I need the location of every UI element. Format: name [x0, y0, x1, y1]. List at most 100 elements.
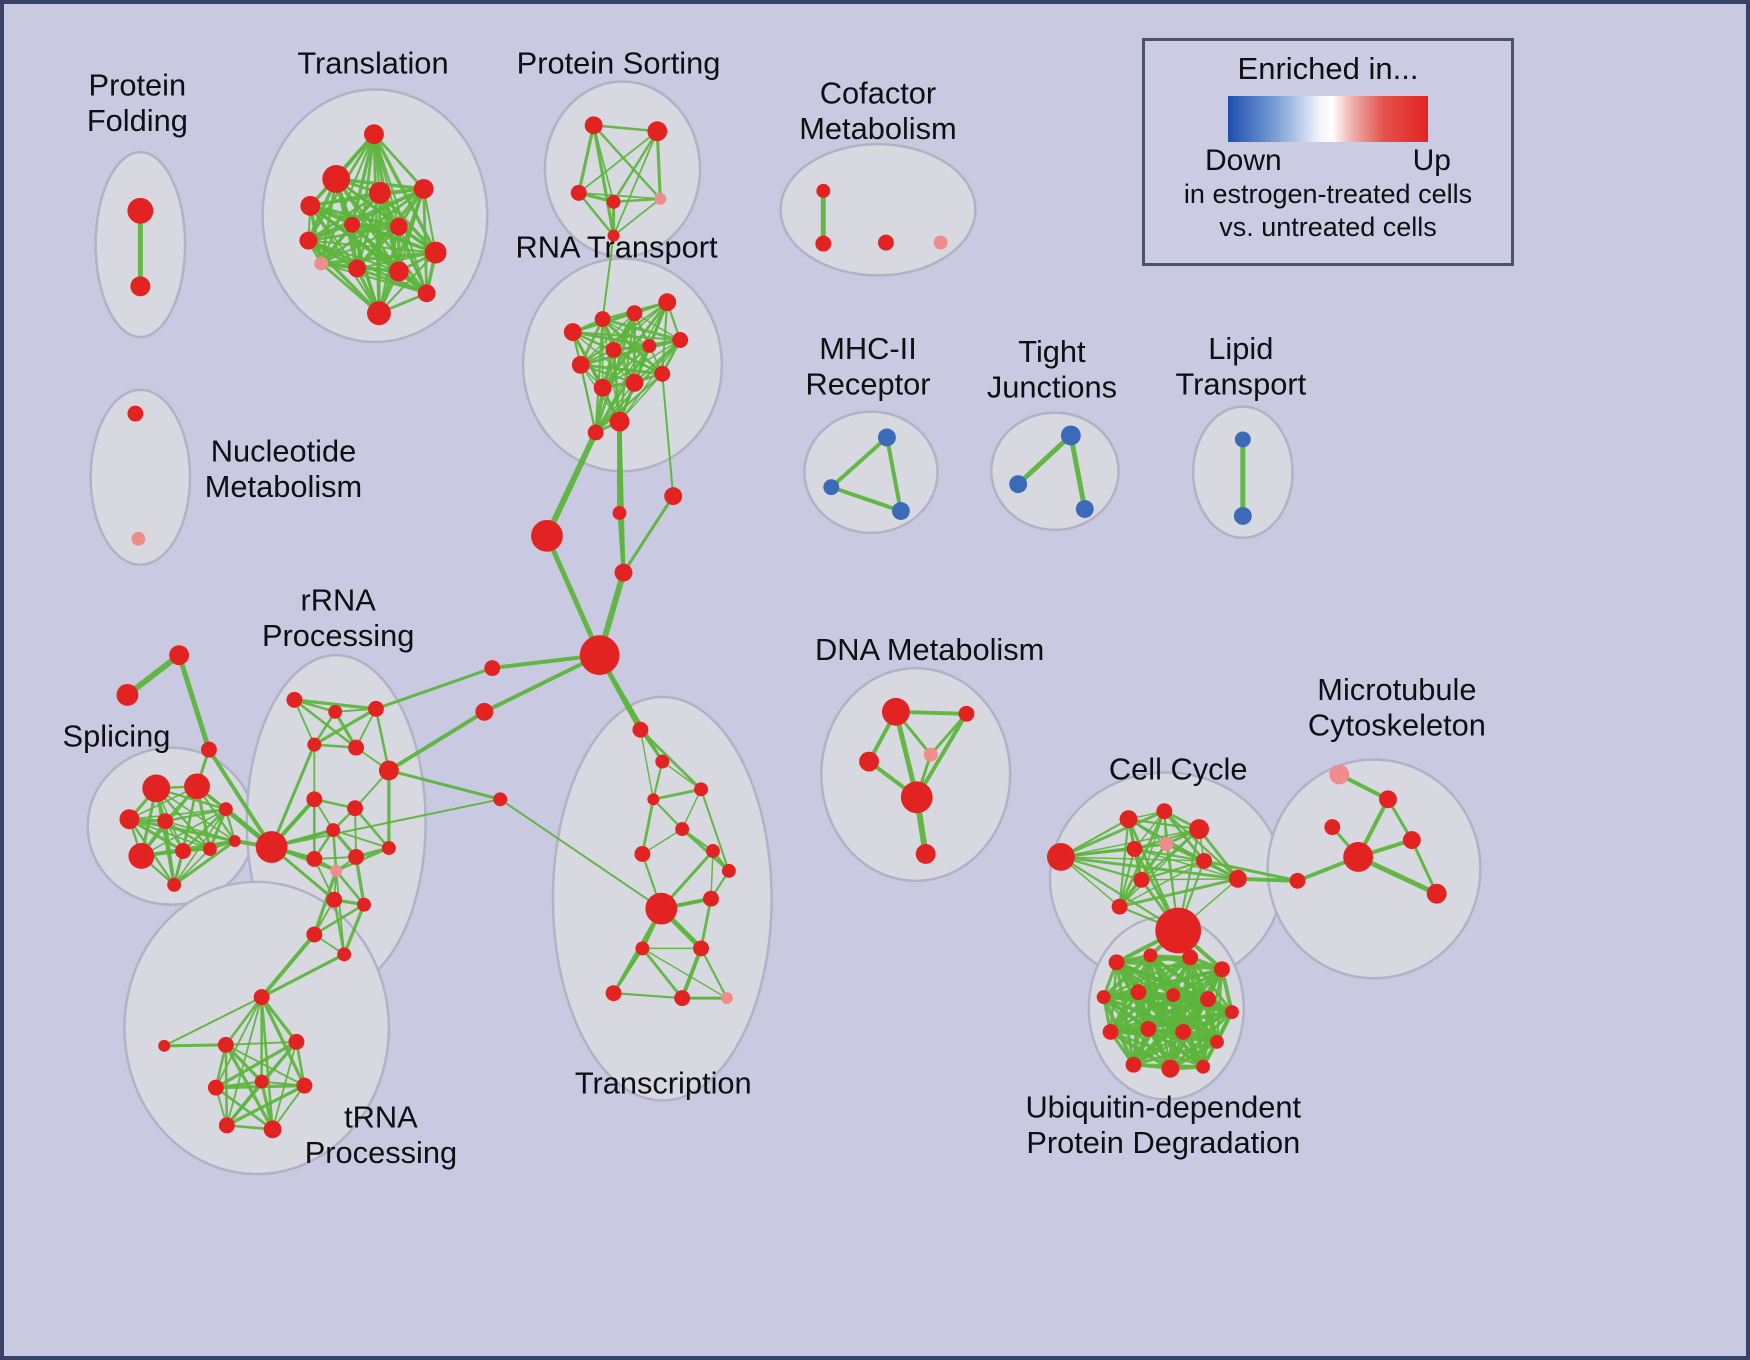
- node[interactable]: [877, 234, 894, 251]
- node[interactable]: [348, 739, 365, 756]
- node[interactable]: [654, 192, 667, 205]
- node[interactable]: [626, 305, 643, 322]
- node[interactable]: [1329, 764, 1350, 785]
- node[interactable]: [1009, 475, 1028, 494]
- node[interactable]: [169, 645, 190, 666]
- node[interactable]: [606, 194, 621, 209]
- node[interactable]: [300, 195, 321, 216]
- node[interactable]: [607, 229, 620, 242]
- node[interactable]: [306, 926, 323, 943]
- node[interactable]: [1196, 852, 1213, 869]
- node[interactable]: [720, 992, 733, 1005]
- node[interactable]: [674, 990, 691, 1007]
- node[interactable]: [413, 178, 434, 199]
- node[interactable]: [348, 259, 367, 278]
- node[interactable]: [1233, 507, 1252, 525]
- node[interactable]: [142, 774, 171, 803]
- node[interactable]: [891, 502, 910, 520]
- node[interactable]: [1130, 984, 1147, 1001]
- node[interactable]: [130, 276, 151, 297]
- node[interactable]: [200, 741, 217, 758]
- node[interactable]: [647, 121, 668, 142]
- node[interactable]: [1159, 837, 1174, 851]
- node[interactable]: [306, 850, 323, 867]
- node[interactable]: [823, 479, 840, 496]
- node[interactable]: [664, 487, 683, 506]
- node[interactable]: [923, 747, 938, 762]
- node[interactable]: [127, 405, 144, 422]
- node[interactable]: [127, 197, 154, 224]
- node[interactable]: [217, 1036, 234, 1053]
- node[interactable]: [587, 424, 604, 441]
- node[interactable]: [654, 365, 671, 382]
- node[interactable]: [635, 941, 650, 956]
- node[interactable]: [570, 184, 587, 201]
- node[interactable]: [1402, 831, 1421, 849]
- node[interactable]: [1060, 425, 1081, 446]
- node[interactable]: [933, 235, 948, 250]
- node[interactable]: [614, 563, 633, 582]
- node[interactable]: [1210, 1034, 1224, 1049]
- node[interactable]: [128, 843, 155, 869]
- node[interactable]: [218, 802, 233, 817]
- node[interactable]: [958, 705, 975, 722]
- node[interactable]: [632, 721, 649, 738]
- node[interactable]: [1119, 810, 1138, 829]
- node[interactable]: [314, 256, 329, 271]
- node[interactable]: [594, 311, 611, 328]
- node[interactable]: [116, 683, 139, 706]
- node[interactable]: [1213, 961, 1230, 978]
- node[interactable]: [167, 877, 182, 892]
- node[interactable]: [254, 1074, 269, 1089]
- node[interactable]: [1096, 990, 1111, 1005]
- node[interactable]: [881, 697, 910, 726]
- node[interactable]: [119, 809, 140, 830]
- node[interactable]: [347, 800, 364, 817]
- node[interactable]: [493, 792, 508, 807]
- node[interactable]: [288, 1033, 305, 1050]
- node[interactable]: [1126, 841, 1143, 857]
- node[interactable]: [1143, 948, 1158, 963]
- node[interactable]: [296, 1077, 313, 1094]
- node[interactable]: [609, 411, 630, 432]
- node[interactable]: [642, 339, 657, 353]
- node[interactable]: [1189, 819, 1210, 840]
- node[interactable]: [672, 332, 689, 348]
- node[interactable]: [605, 985, 622, 1002]
- node[interactable]: [1228, 869, 1247, 888]
- node[interactable]: [357, 897, 371, 912]
- node[interactable]: [337, 947, 352, 962]
- node[interactable]: [157, 813, 174, 830]
- node[interactable]: [877, 428, 896, 447]
- node[interactable]: [475, 702, 494, 721]
- node[interactable]: [158, 1039, 171, 1052]
- node[interactable]: [255, 831, 288, 863]
- node[interactable]: [299, 231, 318, 250]
- node[interactable]: [1140, 1020, 1157, 1037]
- node[interactable]: [1046, 843, 1075, 871]
- node[interactable]: [655, 754, 670, 769]
- node[interactable]: [1224, 1005, 1239, 1019]
- node[interactable]: [721, 863, 736, 878]
- node[interactable]: [859, 751, 879, 772]
- node[interactable]: [1161, 1059, 1180, 1078]
- node[interactable]: [1379, 790, 1397, 809]
- node[interactable]: [612, 506, 627, 520]
- node[interactable]: [1133, 871, 1150, 888]
- node[interactable]: [645, 892, 678, 925]
- node[interactable]: [263, 1120, 282, 1139]
- node[interactable]: [202, 842, 217, 856]
- node[interactable]: [1102, 1023, 1119, 1040]
- node[interactable]: [1182, 949, 1199, 966]
- node[interactable]: [424, 241, 447, 264]
- node[interactable]: [675, 822, 690, 837]
- node[interactable]: [1175, 1023, 1192, 1040]
- node[interactable]: [417, 284, 436, 303]
- node[interactable]: [1234, 431, 1251, 448]
- node[interactable]: [1289, 872, 1306, 889]
- node[interactable]: [1108, 954, 1125, 971]
- node[interactable]: [1196, 1059, 1211, 1074]
- node[interactable]: [1324, 819, 1341, 836]
- node[interactable]: [131, 531, 146, 546]
- node[interactable]: [584, 116, 603, 135]
